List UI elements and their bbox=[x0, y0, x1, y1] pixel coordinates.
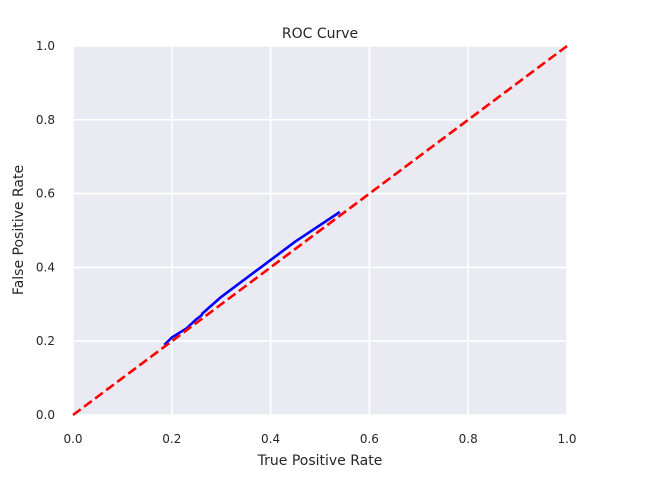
y-tick-label: 0.0 bbox=[36, 408, 55, 422]
y-axis-label: False Positive Rate bbox=[11, 165, 27, 295]
y-tick-label: 0.2 bbox=[36, 334, 55, 348]
diagonal-reference-line bbox=[72, 44, 568, 417]
x-tick-label: 0.0 bbox=[63, 432, 82, 446]
x-tick-labels: 0.0 0.2 0.4 0.6 0.8 1.0 bbox=[63, 432, 576, 446]
x-tick-label: 0.8 bbox=[459, 432, 478, 446]
x-tick-label: 0.2 bbox=[162, 432, 181, 446]
x-tick-label: 0.4 bbox=[261, 432, 280, 446]
series-group bbox=[72, 44, 568, 417]
x-axis-label: True Positive Rate bbox=[257, 453, 383, 469]
x-tick-label: 1.0 bbox=[557, 432, 576, 446]
y-tick-label: 0.8 bbox=[36, 113, 55, 127]
y-tick-label: 0.4 bbox=[36, 260, 55, 274]
chart-title: ROC Curve bbox=[282, 26, 358, 42]
y-tick-label: 1.0 bbox=[36, 39, 55, 53]
y-tick-label: 0.6 bbox=[36, 187, 55, 201]
x-tick-label: 0.6 bbox=[360, 432, 379, 446]
y-tick-labels: 0.0 0.2 0.4 0.6 0.8 1.0 bbox=[36, 39, 55, 422]
roc-curve-line bbox=[163, 210, 341, 346]
grid bbox=[72, 45, 568, 416]
